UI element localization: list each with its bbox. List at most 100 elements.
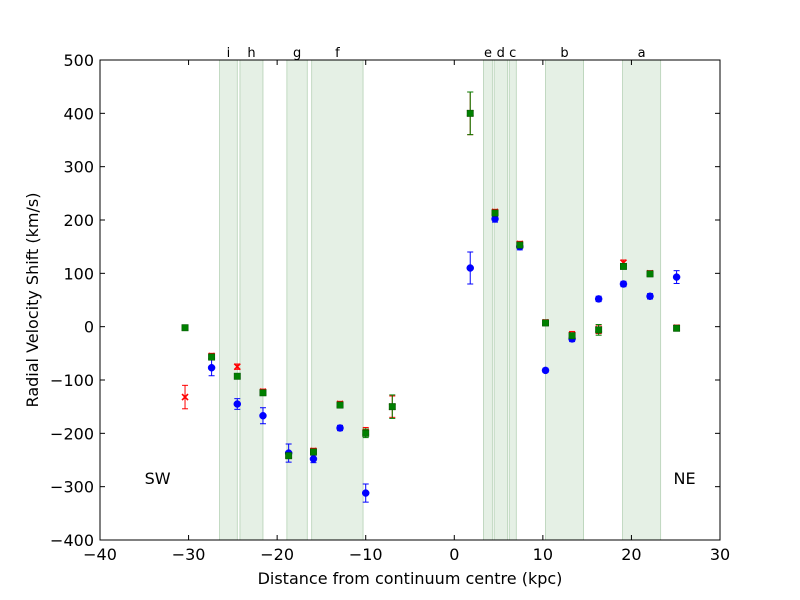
region-label-d: d xyxy=(497,46,505,61)
marker-square xyxy=(310,448,317,456)
region-i xyxy=(219,59,238,541)
y-tick-label: 500 xyxy=(63,51,94,70)
x-tick-label: 0 xyxy=(449,545,459,564)
region-label-f: f xyxy=(335,46,340,61)
y-tick-label: −300 xyxy=(50,478,94,497)
point-green-square xyxy=(595,324,603,336)
region-g xyxy=(286,59,308,541)
point-green-square xyxy=(542,319,549,327)
point-blue-circle xyxy=(466,251,474,285)
region-e xyxy=(483,59,493,541)
region-label-e: e xyxy=(484,46,492,61)
marker-circle xyxy=(259,411,267,420)
point-green-square xyxy=(285,452,293,460)
point-red-cross xyxy=(181,384,189,410)
x-tick-label: 10 xyxy=(533,545,553,564)
annotation-ne: NE xyxy=(674,469,696,488)
marker-circle xyxy=(207,363,216,372)
x-axis-ticks: −40 −30 −20 −10 0 10 20 30 xyxy=(83,60,730,564)
marker-circle xyxy=(541,366,550,375)
marker-square xyxy=(208,353,216,361)
point-blue-circle xyxy=(259,407,267,425)
point-green-square xyxy=(491,209,499,217)
y-tick-label: −100 xyxy=(50,371,94,390)
region-b xyxy=(545,59,584,541)
series-green-square xyxy=(181,91,681,460)
annotation-sw: SW xyxy=(145,469,171,488)
point-green-square xyxy=(181,324,189,332)
point-blue-circle xyxy=(594,295,603,303)
region-c xyxy=(508,59,517,541)
region-h xyxy=(239,59,264,541)
y-tick-label: 100 xyxy=(63,264,94,283)
x-tick-label: −40 xyxy=(83,545,117,564)
point-green-square xyxy=(646,270,654,278)
x-tick-label: −20 xyxy=(260,545,294,564)
marker-square xyxy=(595,326,603,334)
x-tick-label: 30 xyxy=(710,545,730,564)
point-green-square xyxy=(336,401,344,409)
region-d xyxy=(493,59,508,541)
x-axis-label: Distance from continuum centre (kpc) xyxy=(258,569,563,588)
region-label-c: c xyxy=(509,46,516,61)
y-axis-ticks: −400 −300 −200 −100 0 100 200 300 400 500 xyxy=(50,51,720,550)
point-green-square xyxy=(362,428,370,439)
marker-circle xyxy=(309,455,318,463)
y-tick-label: 0 xyxy=(84,318,94,337)
marker-square xyxy=(516,241,524,249)
point-blue-circle xyxy=(646,292,654,301)
y-tick-label: 300 xyxy=(63,158,94,177)
marker-square xyxy=(388,403,396,411)
marker-square xyxy=(233,372,241,380)
point-green-square xyxy=(516,241,524,249)
region-a xyxy=(622,59,662,541)
marker-circle xyxy=(672,273,681,281)
y-tick-label: −400 xyxy=(50,531,94,550)
highlight-regions xyxy=(219,59,662,541)
marker-circle xyxy=(646,292,654,301)
marker-circle xyxy=(233,400,242,408)
marker-square xyxy=(673,324,681,332)
y-tick-label: 400 xyxy=(63,104,94,123)
marker-square xyxy=(542,319,549,327)
marker-cross xyxy=(181,393,189,401)
marker-square xyxy=(362,429,370,437)
marker-square xyxy=(285,452,293,460)
marker-square xyxy=(568,332,576,340)
y-tick-label: 200 xyxy=(63,211,94,230)
point-blue-circle xyxy=(309,454,318,464)
marker-square xyxy=(259,389,267,397)
series-blue-circle xyxy=(207,215,681,503)
region-label-h: h xyxy=(247,46,255,61)
marker-circle xyxy=(336,424,344,432)
marker-square xyxy=(181,324,189,332)
point-green-square xyxy=(568,332,576,340)
point-blue-circle xyxy=(619,280,628,288)
point-blue-circle xyxy=(361,483,370,503)
region-label-a: a xyxy=(638,46,646,61)
point-green-square xyxy=(466,91,474,136)
point-green-square xyxy=(233,372,241,380)
marker-circle xyxy=(619,280,628,288)
marker-square xyxy=(491,209,499,217)
marker-circle xyxy=(361,489,370,497)
point-blue-circle xyxy=(541,366,550,375)
x-tick-label: −10 xyxy=(349,545,383,564)
region-label-b: b xyxy=(560,46,568,61)
marker-cross xyxy=(233,363,241,371)
point-green-square xyxy=(673,324,681,332)
y-tick-label: −200 xyxy=(50,424,94,443)
marker-circle xyxy=(594,295,603,303)
region-label-g: g xyxy=(293,46,301,61)
point-green-square xyxy=(620,262,627,270)
region-label-i: i xyxy=(227,46,231,61)
marker-square xyxy=(336,401,344,409)
data-points xyxy=(181,91,681,503)
point-green-square xyxy=(259,389,267,397)
point-green-square xyxy=(310,448,317,456)
point-red-cross xyxy=(233,363,241,371)
point-blue-circle xyxy=(233,398,242,410)
